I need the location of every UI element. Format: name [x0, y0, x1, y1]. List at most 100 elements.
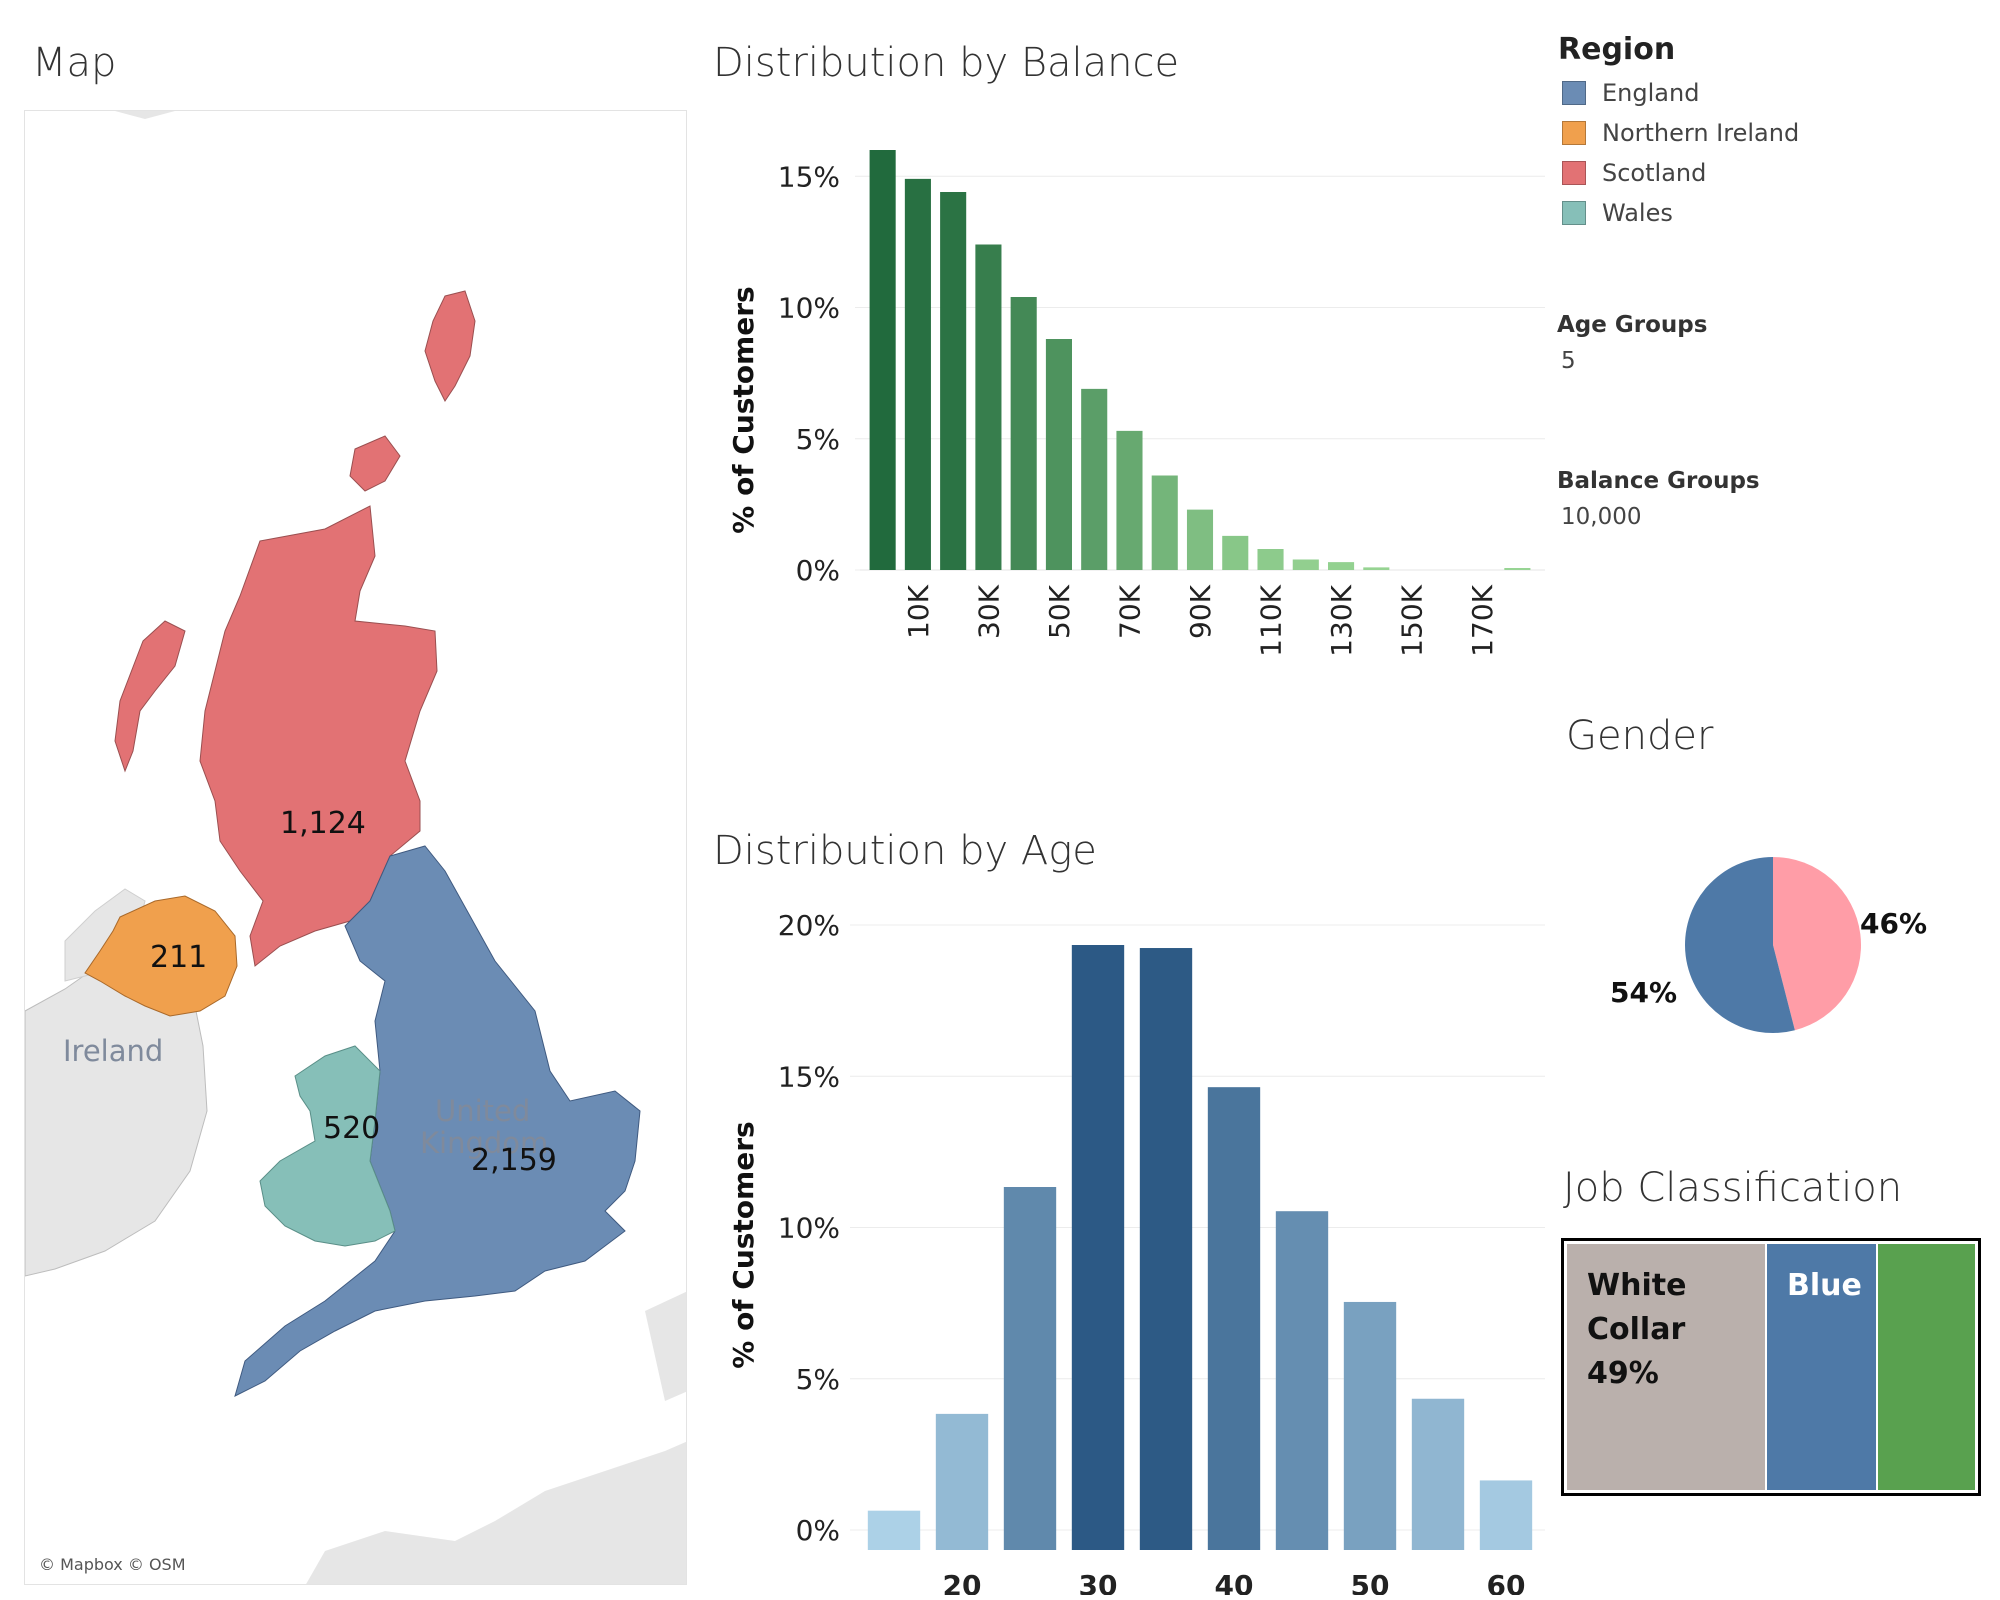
balance-groups-parameter[interactable]: Balance Groups 10,000 [1557, 468, 1760, 530]
place-label-ireland: Ireland [63, 1034, 163, 1068]
balance-bar[interactable] [1081, 388, 1108, 570]
region-scotland-orkney[interactable] [349, 435, 401, 492]
age-chart-title: Distribution by Age [713, 828, 1097, 874]
age-y-tick: 0% [796, 1514, 840, 1547]
land-east [645, 1291, 686, 1401]
legend-item-northern-ireland[interactable]: Northern Ireland [1558, 113, 1799, 153]
balance-y-tick: 10% [778, 292, 840, 325]
age-groups-parameter[interactable]: Age Groups 5 [1557, 312, 1707, 374]
balance-groups-value[interactable]: 10,000 [1561, 504, 1642, 530]
balance-x-tick: 10K [902, 584, 935, 639]
age-bar[interactable] [1003, 1187, 1057, 1550]
treemap-cell[interactable]: Blue [1766, 1244, 1877, 1490]
age-y-tick: 5% [796, 1363, 840, 1396]
pie-slice[interactable] [1685, 857, 1795, 1033]
age-bar[interactable] [1207, 1087, 1261, 1550]
balance-x-tick: 170K [1466, 584, 1499, 656]
balance-x-tick: 150K [1396, 584, 1429, 656]
age-bar[interactable] [1411, 1398, 1465, 1550]
balance-groups-label: Balance Groups [1557, 468, 1760, 494]
place-label-uk-line2: Kingdom [420, 1126, 548, 1160]
balance-y-tick: 5% [796, 423, 840, 456]
age-bar[interactable] [1275, 1211, 1329, 1550]
region-scotland-west-isles[interactable] [114, 620, 186, 773]
map-value-wales: 520 [323, 1111, 380, 1146]
gender-pie-chart: 54% 46% [1610, 857, 1927, 1033]
pie-slice[interactable] [1773, 857, 1861, 1031]
age-x-tick: 20 [943, 1569, 982, 1595]
treemap-cell-label: Blue [1786, 1268, 1862, 1303]
treemap-cell-label: White Collar 49% [1587, 1268, 1687, 1391]
balance-bar[interactable] [1328, 562, 1355, 570]
age-x-tick: 40 [1215, 1569, 1254, 1595]
legend-swatch [1562, 201, 1586, 225]
treemap-cell[interactable] [1878, 1244, 1975, 1490]
legend-label: Scotland [1602, 159, 1707, 187]
map-attribution: © Mapbox © OSM [39, 1555, 186, 1574]
balance-bar[interactable] [975, 244, 1002, 571]
balance-bar[interactable] [940, 192, 967, 570]
age-y-tick: 10% [778, 1212, 840, 1245]
legend-swatch [1562, 81, 1586, 105]
legend-title: Region [1558, 32, 1676, 67]
balance-bar[interactable] [869, 150, 896, 570]
balance-bar[interactable] [1292, 559, 1319, 571]
land-france [306, 1441, 686, 1584]
balance-y-tick: 15% [778, 160, 840, 193]
age-bar[interactable] [935, 1413, 989, 1550]
age-bar[interactable] [1479, 1480, 1533, 1550]
balance-bar[interactable] [1222, 535, 1249, 570]
uk-region-map[interactable]: Ireland United Kingdom 1,124 211 520 2,1… [24, 110, 687, 1585]
legend-item-england[interactable]: England [1558, 73, 1799, 113]
map-title: Map [32, 40, 117, 86]
region-scotland-shetland[interactable] [424, 290, 476, 402]
balance-bar[interactable] [1363, 567, 1390, 570]
legend-item-wales[interactable]: Wales [1558, 193, 1799, 233]
legend-swatch [1562, 161, 1586, 185]
age-x-tick: 50 [1351, 1569, 1390, 1595]
balance-histogram: 0% 5% 10% 15% 10K 30K 50K 70K 90K 110K 130K 150K 17… [727, 150, 1545, 657]
gender-chart-title: Gender [1566, 713, 1714, 759]
age-bar[interactable] [1343, 1301, 1397, 1550]
age-bar[interactable] [867, 1510, 921, 1550]
age-bar[interactable] [1071, 945, 1125, 1550]
legend-label: England [1602, 79, 1700, 107]
pie-label-male: 54% [1610, 976, 1677, 1009]
age-groups-value[interactable]: 5 [1561, 348, 1576, 374]
legend-label: Northern Ireland [1602, 119, 1800, 147]
age-y-tick: 20% [778, 909, 840, 942]
map-value-scotland: 1,124 [280, 806, 366, 841]
balance-bar[interactable] [1504, 568, 1531, 570]
map-value-england: 2,159 [471, 1143, 557, 1178]
treemap-cell[interactable]: White Collar 49% [1567, 1244, 1765, 1490]
region-northern-ireland[interactable] [84, 895, 238, 1017]
legend-swatch [1562, 121, 1586, 145]
balance-bar[interactable] [1186, 509, 1214, 570]
age-histogram: 0% 5% 10% 15% 20% 20 30 40 50 60 % of Customers [727, 909, 1545, 1595]
land-north-isles [115, 111, 175, 119]
place-label-uk-line1: United [435, 1094, 530, 1128]
age-groups-label: Age Groups [1557, 312, 1708, 338]
balance-bar[interactable] [1257, 549, 1284, 570]
legend-label: Wales [1602, 199, 1673, 227]
balance-bar[interactable] [904, 178, 931, 570]
balance-chart-title: Distribution by Balance [713, 40, 1180, 86]
balance-bar[interactable] [1010, 297, 1037, 570]
balance-bar[interactable] [1045, 339, 1072, 570]
balance-bar[interactable] [1151, 475, 1178, 571]
job-chart-title: Job Classification [1563, 1165, 1903, 1211]
region-wales[interactable] [259, 1045, 396, 1247]
balance-x-tick: 110K [1255, 584, 1288, 656]
region-england[interactable] [234, 845, 641, 1397]
balance-x-tick: 70K [1113, 584, 1146, 639]
balance-bar[interactable] [1116, 430, 1143, 570]
legend-item-scotland[interactable]: Scotland [1558, 153, 1799, 193]
age-y-axis-title: % of Customers [727, 1121, 760, 1368]
age-y-tick: 15% [778, 1060, 840, 1093]
balance-y-tick: 0% [796, 554, 840, 587]
job-classification-treemap: White Collar 49% Blue [1561, 1238, 1981, 1496]
map-value-northern-ireland: 211 [150, 940, 207, 975]
balance-x-tick: 50K [1043, 584, 1076, 639]
age-x-tick: 60 [1487, 1569, 1526, 1595]
age-bar[interactable] [1139, 948, 1193, 1550]
